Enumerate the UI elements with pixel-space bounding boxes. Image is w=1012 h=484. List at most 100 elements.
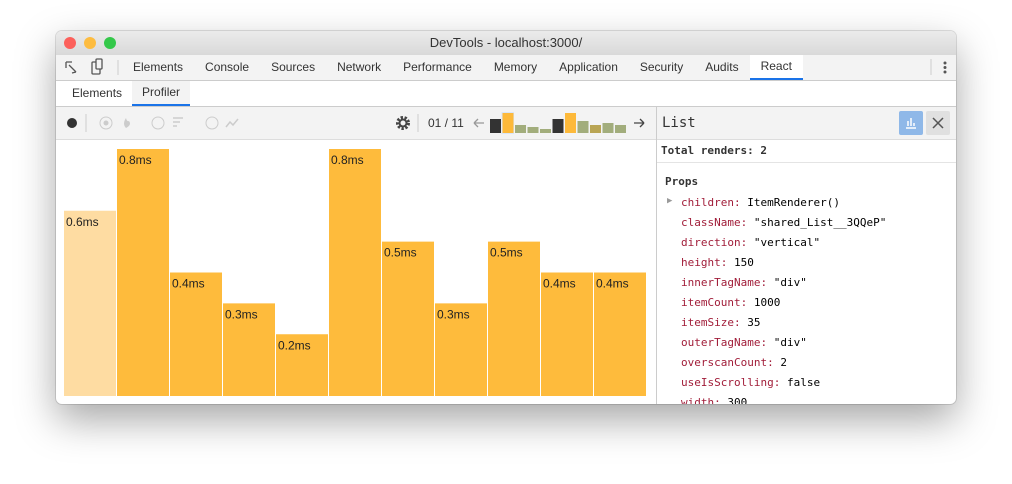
subtab[interactable]: Elements: [72, 86, 123, 100]
prop-name: className:: [681, 216, 748, 229]
tab[interactable]: Console: [205, 60, 250, 74]
total-renders: Total renders: 2: [661, 144, 767, 157]
subtab[interactable]: Profiler: [132, 81, 191, 106]
prop-row: outerTagName: "div": [681, 336, 807, 349]
commit-bar[interactable]: [602, 123, 614, 133]
commit-bar[interactable]: [502, 113, 514, 133]
prop-row: itemSize: 35: [681, 316, 760, 329]
window-title: DevTools - localhost:3000/: [429, 35, 583, 50]
commit-bar[interactable]: [615, 125, 626, 133]
settings-button[interactable]: [396, 116, 410, 130]
bar-label: 0.5ms: [490, 246, 523, 260]
tab[interactable]: React: [749, 55, 803, 80]
tab[interactable]: Network: [337, 60, 382, 74]
commit-bar[interactable]: [490, 119, 501, 133]
close-button[interactable]: [64, 37, 76, 49]
profiler-pane: 01 / 11 0.6ms 0.8ms 0.4ms 0.3ms 0.2ms 0.8ms 0.…: [56, 107, 657, 404]
prev-commit[interactable]: [473, 118, 484, 128]
bar[interactable]: [488, 241, 540, 396]
prop-name: direction:: [681, 236, 748, 249]
bar[interactable]: [594, 272, 646, 397]
prop-name: width:: [681, 396, 721, 404]
bar[interactable]: [64, 210, 116, 396]
prop-value: ItemRenderer(): [747, 196, 840, 209]
flame-chart: 0.6ms 0.8ms 0.4ms 0.3ms 0.2ms 0.8ms 0.5ms 0.3ms…: [64, 149, 646, 397]
expand-arrow[interactable]: ▶: [667, 196, 673, 206]
prop-row: width: 300: [681, 396, 747, 404]
subtab-bar: Elements Profiler: [56, 81, 956, 107]
prop-row: innerTagName: "div": [681, 276, 807, 289]
commit-bar[interactable]: [565, 113, 576, 133]
commit-bar[interactable]: [527, 127, 539, 133]
close-sidebar[interactable]: [926, 111, 950, 135]
sidebar-buttons: [899, 111, 950, 135]
prop-row: itemCount: 1000: [681, 296, 780, 309]
prop-row: className: "shared_List__3QQeP": [681, 216, 886, 229]
bar-label: 0.3ms: [437, 307, 470, 321]
record-button[interactable]: [67, 118, 77, 128]
prop-value: "shared_List__3QQeP": [753, 216, 887, 229]
zoom-button[interactable]: [104, 37, 116, 49]
bar-label: 0.6ms: [66, 215, 99, 229]
prop-value: "div": [773, 276, 807, 289]
next-commit[interactable]: [634, 118, 645, 128]
tab[interactable]: Sources: [271, 60, 316, 74]
prop-row: useIsScrolling: false: [681, 376, 820, 389]
commit-position: 01 / 11: [428, 116, 464, 130]
prop-value: 300: [727, 396, 748, 404]
bar-label: 0.4ms: [172, 277, 205, 291]
prop-value: "div": [773, 336, 807, 349]
prop-value: 1000: [753, 296, 781, 309]
tab[interactable]: Application: [559, 60, 618, 74]
more-menu[interactable]: [926, 55, 956, 80]
prop-name: itemCount:: [681, 296, 748, 309]
tab[interactable]: Audits: [705, 60, 739, 74]
bar[interactable]: [223, 303, 275, 396]
title-bar: DevTools - localhost:3000/: [56, 31, 956, 55]
bar[interactable]: [170, 272, 222, 397]
prop-value: "vertical": [753, 236, 821, 249]
commit-bar[interactable]: [540, 129, 551, 133]
devtools-window: DevTools - localhost:3000/ Elements Conso…: [56, 31, 956, 404]
tab[interactable]: Security: [639, 60, 684, 74]
prop-value: 35: [747, 316, 761, 329]
toolbar-icons: [65, 58, 119, 75]
bar[interactable]: [541, 272, 593, 397]
prop-value: false: [786, 376, 821, 389]
total-renders-label: Total renders:: [661, 144, 754, 157]
props-title: Props: [665, 175, 699, 188]
prop-value: 150: [733, 256, 754, 269]
bar-label: 0.8ms: [331, 153, 364, 167]
chart-button[interactable]: [899, 111, 923, 135]
prop-value: 2: [780, 356, 787, 369]
bar-label: 0.2ms: [278, 338, 311, 352]
tab[interactable]: Memory: [493, 60, 538, 74]
bar[interactable]: [382, 241, 434, 396]
bar[interactable]: [117, 149, 169, 396]
commit-bar[interactable]: [552, 119, 564, 133]
bar[interactable]: [435, 303, 487, 396]
sidebar-header: List: [657, 107, 956, 140]
tab[interactable]: Elements: [133, 60, 184, 74]
bar[interactable]: [276, 334, 328, 396]
bar-label: 0.8ms: [119, 153, 152, 167]
commit-bar[interactable]: [590, 125, 601, 133]
component-name: List: [662, 115, 696, 131]
commit-bar[interactable]: [577, 121, 589, 133]
minimize-button[interactable]: [84, 37, 96, 49]
prop-name: overscanCount:: [681, 356, 774, 369]
bar[interactable]: [329, 149, 381, 396]
commit-bar[interactable]: [515, 125, 526, 133]
bar-label: 0.3ms: [225, 307, 258, 321]
component-sidebar: List Total renders: 2 Props ▶ children: I…: [657, 107, 956, 404]
total-renders-value: 2: [760, 144, 767, 157]
bar-label: 0.5ms: [384, 246, 417, 260]
bar-label: 0.4ms: [543, 277, 576, 291]
tab-bar: Elements Console Sources Network Performance…: [56, 55, 956, 81]
tab[interactable]: Performance: [403, 60, 472, 74]
toolbar-controls: 01 / 11: [67, 112, 645, 134]
prop-name: children:: [681, 196, 741, 209]
prop-row: overscanCount: 2: [681, 356, 787, 369]
prop-row: ▶ children: ItemRenderer(): [667, 196, 840, 209]
prop-name: outerTagName:: [681, 336, 768, 349]
